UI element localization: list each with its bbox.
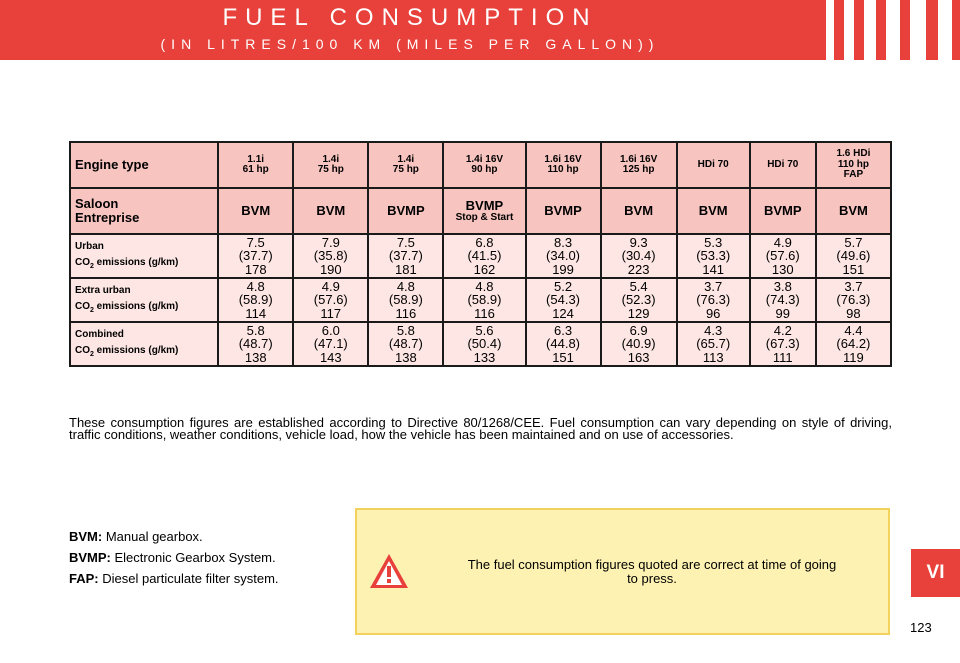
engine-header-cell: 1.6i 16V 110 hp — [524, 141, 602, 189]
page-title: FUEL CONSUMPTION — [222, 4, 598, 31]
gearbox-cell: BVMP — [367, 187, 445, 235]
consumption-note: These consumption figures are establishe… — [69, 415, 892, 442]
consumption-cell: 4.2 (67.3) 111 — [748, 321, 817, 367]
consumption-cell: 4.8 (58.9) 116 — [367, 277, 445, 323]
extra-urban-row: Extra urban CO2 emissions (g/km) 4.8 (58.9)… — [68, 277, 893, 323]
consumption-cell: 5.3 (53.3) 141 — [675, 233, 751, 279]
legend-item: FAP: Diesel particulate filter system. — [69, 571, 279, 586]
consumption-cell: 5.2 (54.3) 124 — [524, 277, 602, 323]
consumption-cell: 6.9 (40.9) 163 — [599, 321, 678, 367]
consumption-cell: 9.3 (30.4) 223 — [599, 233, 678, 279]
combined-row: Combined CO2 emissions (g/km) 5.8 (48.7) 138… — [68, 321, 893, 367]
consumption-cell: 5.4 (52.3) 129 — [599, 277, 678, 323]
engine-header-cell: HDi 70 — [748, 141, 817, 189]
consumption-cell: 6.8 (41.5) 162 — [442, 233, 527, 279]
warning-text: The fuel consumption figures quoted are … — [467, 557, 837, 586]
engine-header-cell: 1.1i 61 hp — [217, 141, 295, 189]
gearbox-cell: BVM — [814, 187, 893, 235]
page-number: 123 — [910, 620, 932, 635]
warning-box: The fuel consumption figures quoted are … — [355, 508, 890, 635]
consumption-cell: 6.0 (47.1) 143 — [292, 321, 370, 367]
consumption-cell: 7.5 (37.7) 181 — [367, 233, 445, 279]
consumption-cell: 5.8 (48.7) 138 — [217, 321, 295, 367]
consumption-cell: 4.8 (58.9) 114 — [217, 277, 295, 323]
engine-header-cell: 1.4i 75 hp — [292, 141, 370, 189]
gearbox-cell: BVM — [599, 187, 678, 235]
fuel-consumption-table: Engine type 1.1i 61 hp 1.4i 75 hp 1.4i 75 h… — [68, 141, 893, 367]
row-label: Urban CO2 emissions (g/km) — [68, 233, 220, 279]
chapter-tab: VI — [911, 549, 960, 597]
page-subtitle: (IN LITRES/100 KM (MILES PER GALLON)) — [160, 36, 660, 52]
gearbox-cell: BVM — [292, 187, 370, 235]
gearbox-cell: BVMP — [524, 187, 602, 235]
engine-type-label: Engine type — [68, 141, 220, 189]
page-header: FUEL CONSUMPTION (IN LITRES/100 KM (MILE… — [0, 0, 960, 60]
warning-triangle-icon — [370, 554, 408, 588]
consumption-cell: 4.9 (57.6) 117 — [292, 277, 370, 323]
row-label: Combined CO2 emissions (g/km) — [68, 321, 220, 367]
consumption-cell: 5.7 (49.6) 151 — [814, 233, 893, 279]
engine-header-cell: 1.6 HDi 110 hp FAP — [814, 141, 893, 189]
urban-row: Urban CO2 emissions (g/km) 7.5 (37.7) 178 7.9… — [68, 233, 893, 279]
consumption-cell: 4.9 (57.6) 130 — [748, 233, 817, 279]
consumption-cell: 4.8 (58.9) 116 — [442, 277, 527, 323]
legend-item: BVM: Manual gearbox. — [69, 529, 203, 544]
consumption-cell: 6.3 (44.8) 151 — [524, 321, 602, 367]
consumption-cell: 3.8 (74.3) 99 — [748, 277, 817, 323]
consumption-cell: 7.9 (35.8) 190 — [292, 233, 370, 279]
consumption-cell: 8.3 (34.0) 199 — [524, 233, 602, 279]
engine-type-row: Engine type 1.1i 61 hp 1.4i 75 hp 1.4i 75 h… — [68, 141, 893, 189]
gearbox-cell: BVMP — [748, 187, 817, 235]
consumption-cell: 4.4 (64.2) 119 — [814, 321, 893, 367]
engine-header-cell: 1.4i 75 hp — [367, 141, 445, 189]
engine-header-cell: 1.6i 16V 125 hp — [599, 141, 678, 189]
consumption-cell: 5.6 (50.4) 133 — [442, 321, 527, 367]
consumption-cell: 3.7 (76.3) 96 — [675, 277, 751, 323]
legend-item: BVMP: Electronic Gearbox System. — [69, 550, 276, 565]
row-label: Extra urban CO2 emissions (g/km) — [68, 277, 220, 323]
body-type-label: Saloon Entreprise — [68, 187, 220, 235]
gearbox-cell: BVM — [217, 187, 295, 235]
consumption-cell: 5.8 (48.7) 138 — [367, 321, 445, 367]
gearbox-cell: BVMP Stop & Start — [442, 187, 527, 235]
consumption-cell: 7.5 (37.7) 178 — [217, 233, 295, 279]
gearbox-cell: BVM — [675, 187, 751, 235]
gearbox-row: Saloon Entreprise BVM BVM BVMP BVMP Stop &… — [68, 187, 893, 235]
engine-header-cell: HDi 70 — [675, 141, 751, 189]
consumption-cell: 4.3 (65.7) 113 — [675, 321, 751, 367]
abbreviation-legend: BVM: Manual gearbox. BVMP: Electronic Ge… — [69, 529, 279, 592]
consumption-cell: 3.7 (76.3) 98 — [814, 277, 893, 323]
engine-header-cell: 1.4i 16V 90 hp — [442, 141, 527, 189]
